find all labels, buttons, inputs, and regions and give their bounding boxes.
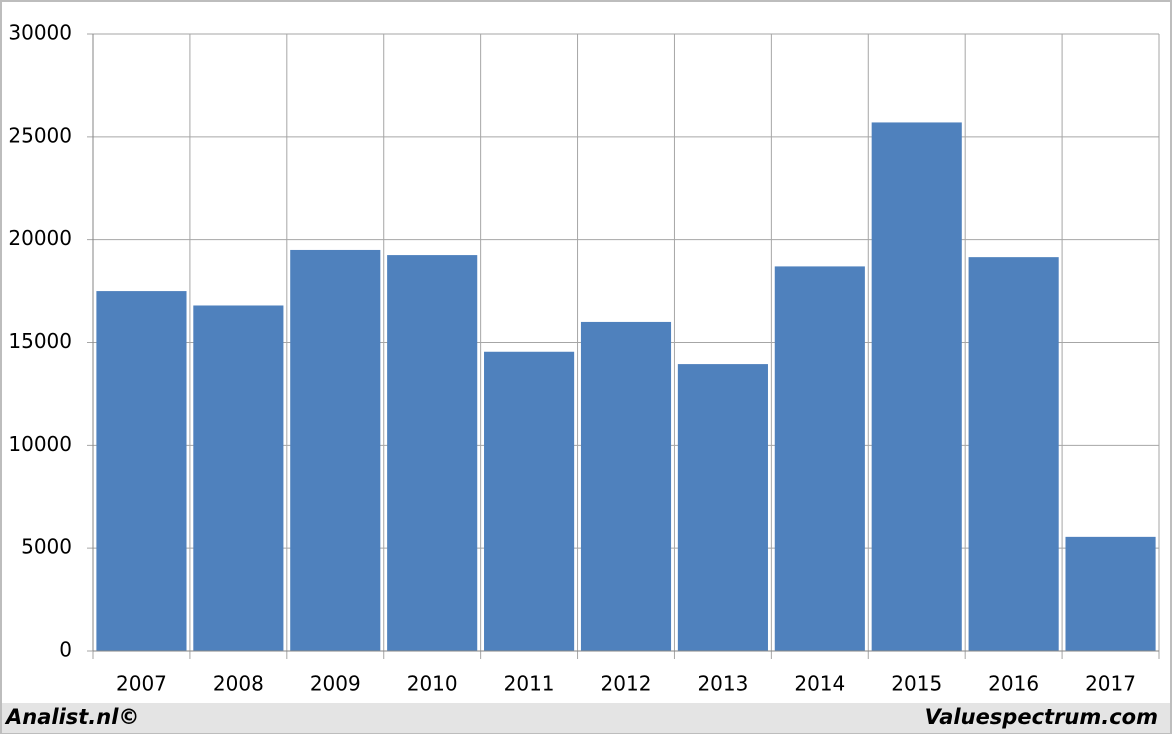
bar [1065,536,1156,651]
bar [290,249,381,651]
x-tick-label: 2017 [1085,672,1136,696]
footer-left: Analist.nl© [4,705,139,729]
y-tick-label: 25000 [8,123,72,147]
x-tick-label: 2009 [310,672,361,696]
bar [484,351,575,651]
y-tick-label: 30000 [8,21,72,45]
x-tick-label: 2013 [697,672,748,696]
x-tick-label: 2011 [504,672,555,696]
footer-right: Valuespectrum.com [925,705,1158,729]
bar [774,266,865,651]
x-tick-label: 2007 [116,672,167,696]
x-tick-label: 2010 [407,672,458,696]
y-tick-label: 15000 [8,329,72,353]
y-tick-label: 10000 [8,432,72,456]
x-tick-label: 2014 [794,672,845,696]
x-tick-label: 2008 [213,672,264,696]
y-tick-label: 20000 [8,226,72,250]
bar [387,255,478,651]
bar [968,257,1059,651]
bar [580,321,672,651]
x-tick-label: 2015 [891,672,942,696]
y-tick-label: 0 [59,638,72,662]
y-tick-label: 5000 [21,535,72,559]
x-tick-label: 2016 [988,672,1039,696]
footer-band [2,703,1170,733]
bar [96,291,187,651]
x-tick-label: 2012 [601,672,652,696]
bar [193,305,284,651]
bar [677,364,768,651]
bar [871,122,962,652]
